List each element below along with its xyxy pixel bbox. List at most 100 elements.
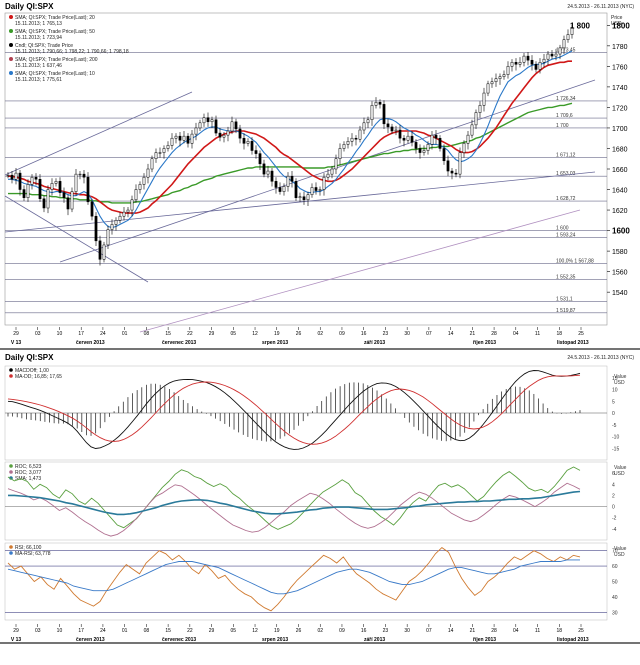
level-label: 1 593,24 [556, 233, 576, 239]
roc-y-tick-label: -2 [612, 516, 617, 522]
y-tick-label: 1800 [612, 21, 630, 30]
bottom-month-label: září 2013 [364, 637, 385, 643]
main-y-unit: USD [611, 21, 622, 27]
candle-body [214, 119, 218, 134]
legend-marker [9, 71, 13, 75]
candle-body [154, 152, 158, 159]
candle-body [314, 187, 318, 191]
candle-body [250, 141, 254, 151]
candle-body [454, 172, 458, 175]
candle-body [486, 83, 490, 94]
bottom-x-tick-label: 09 [339, 628, 345, 634]
roc-y-tick-label: 2 [612, 493, 615, 499]
candle-body [566, 34, 570, 40]
macd-legend-marker [9, 368, 13, 372]
main-x-tick-label: 30 [404, 331, 410, 337]
candle-body [458, 152, 462, 175]
candle-body [510, 62, 514, 67]
candle-body [246, 141, 250, 144]
candle-body [118, 215, 122, 221]
rsi-line [7, 547, 581, 612]
roc-sma-line [8, 490, 581, 516]
bottom-x-tick-label: 04 [513, 628, 519, 634]
candle-body [34, 176, 38, 180]
bottom-month-label: říjen 2013 [473, 637, 496, 643]
macd-legend-name: MACDOff; 1,00 [15, 368, 49, 374]
candle-body [150, 158, 154, 170]
main-x-tick-label: 29 [13, 331, 19, 337]
candle-body [170, 137, 174, 146]
candle-body [130, 199, 134, 211]
candle-body [554, 53, 558, 57]
candle-body [434, 134, 438, 139]
y-tick-label: 1760 [612, 64, 628, 71]
candle-body [506, 66, 510, 75]
candle-body [470, 124, 474, 136]
candle-body [86, 176, 90, 203]
bottom-x-tick-label: 29 [209, 628, 215, 634]
y-tick-label: 1660 [612, 167, 628, 174]
y-tick-label: 1640 [612, 188, 628, 195]
legend-value: 15.11.2013; 1 775,61 [15, 77, 62, 83]
macd-date-range: 24.5.2013 - 26.11.2013 (NYC) [567, 355, 634, 361]
candle-body [402, 137, 406, 141]
legend-marker [9, 57, 13, 61]
candle-body [386, 123, 390, 128]
roc-legend-marker [9, 464, 13, 468]
candle-body [350, 137, 354, 142]
bottom-x-tick-label: 30 [404, 628, 410, 634]
sma-10-line [8, 50, 573, 229]
main-x-tick-label: 19 [274, 331, 280, 337]
bottom-x-tick-label: 01 [122, 628, 128, 634]
candle-body [226, 130, 230, 136]
bottom-x-tick-label: 24 [100, 628, 106, 634]
candle-body [558, 47, 562, 55]
macd-y-label: Value [614, 374, 627, 380]
candle-body [38, 179, 42, 200]
roc-y-tick-label: 6 [612, 471, 615, 477]
candle-body [394, 129, 398, 132]
candle-body [102, 244, 106, 260]
candle-body [526, 55, 530, 61]
main-x-tick-label: 17 [78, 331, 84, 337]
level-label: 1 671,12 [556, 153, 576, 159]
candle-body [58, 181, 62, 193]
main-x-tick-label: 21 [470, 331, 476, 337]
macd-y-tick-label: 10 [612, 388, 618, 394]
roc-line-1 [7, 466, 581, 530]
candle-body [422, 150, 426, 153]
rsi-y-unit: USD [614, 552, 625, 558]
rsi-y-tick-label: 70 [612, 549, 618, 555]
candle-body [6, 174, 10, 177]
macd-y-tick-label: -10 [612, 435, 619, 441]
y-tick-label: 1740 [612, 85, 628, 92]
candle-body [62, 192, 66, 198]
bottom-month-label: červen 2013 [76, 637, 105, 643]
candle-body [358, 129, 362, 140]
level-label: 1 628,72 [556, 196, 576, 202]
candle-body [370, 105, 374, 120]
bottom-x-tick-label: 11 [535, 628, 540, 634]
level-label: 1 531,1 [556, 296, 573, 302]
candle-body [50, 183, 54, 190]
candle-body [322, 176, 326, 190]
bottom-month-label: V 13 [11, 637, 22, 643]
candle-body [178, 135, 182, 141]
macd-y-tick-label: 15 [612, 376, 618, 382]
main-x-tick-label: 10 [57, 331, 63, 337]
candle-body [262, 163, 266, 175]
roc-legend-name: ROC; 6,523 [15, 464, 42, 470]
candle-body [326, 173, 330, 178]
bottom-x-tick-label: 25 [578, 628, 584, 634]
rsi-legend-marker [9, 545, 13, 549]
candle-body [378, 102, 382, 105]
candle-body [238, 128, 242, 139]
candle-body [122, 211, 126, 217]
candle-body [446, 160, 450, 172]
rsi-y-tick-label: 60 [612, 564, 618, 570]
macd-line [7, 370, 581, 450]
rsi-y-tick-label: 40 [612, 595, 618, 601]
rsi-y-tick-label: 30 [612, 610, 618, 616]
candle-body [362, 122, 366, 131]
candle-body [70, 191, 74, 210]
